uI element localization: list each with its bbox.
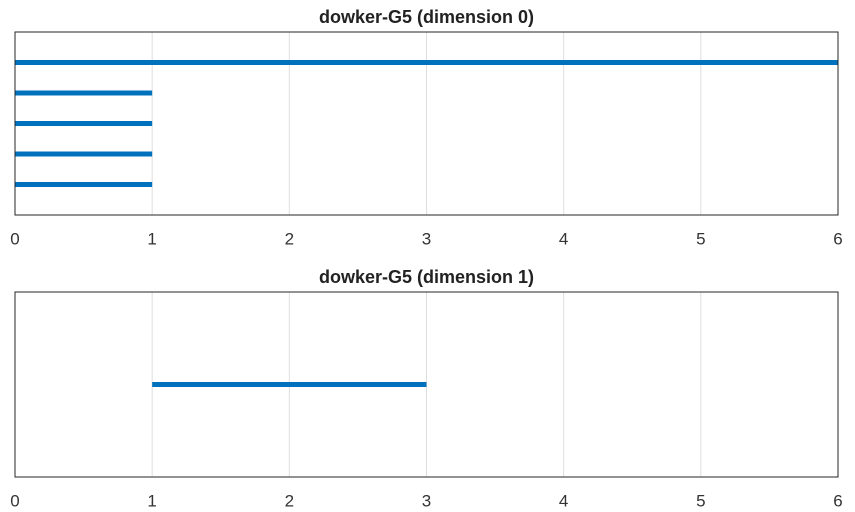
x-tick-label: 4 xyxy=(559,229,568,248)
x-tick-label: 0 xyxy=(10,229,19,248)
x-tick-label: 4 xyxy=(559,491,568,510)
x-tick-label: 6 xyxy=(833,229,842,248)
x-tick-label: 2 xyxy=(285,491,294,510)
chart-title: dowker-G5 (dimension 0) xyxy=(319,7,534,27)
x-tick-label: 1 xyxy=(147,229,156,248)
x-tick-label: 1 xyxy=(147,491,156,510)
plot-frame xyxy=(14,31,839,216)
x-tick-label: 0 xyxy=(10,491,19,510)
x-tick-label: 5 xyxy=(696,229,705,248)
x-tick-label: 5 xyxy=(696,491,705,510)
x-tick-label: 2 xyxy=(285,229,294,248)
chart-title: dowker-G5 (dimension 1) xyxy=(319,267,534,287)
x-tick-label: 6 xyxy=(833,491,842,510)
x-tick-label: 3 xyxy=(422,229,431,248)
plot-frame xyxy=(14,291,839,478)
x-tick-label: 3 xyxy=(422,491,431,510)
